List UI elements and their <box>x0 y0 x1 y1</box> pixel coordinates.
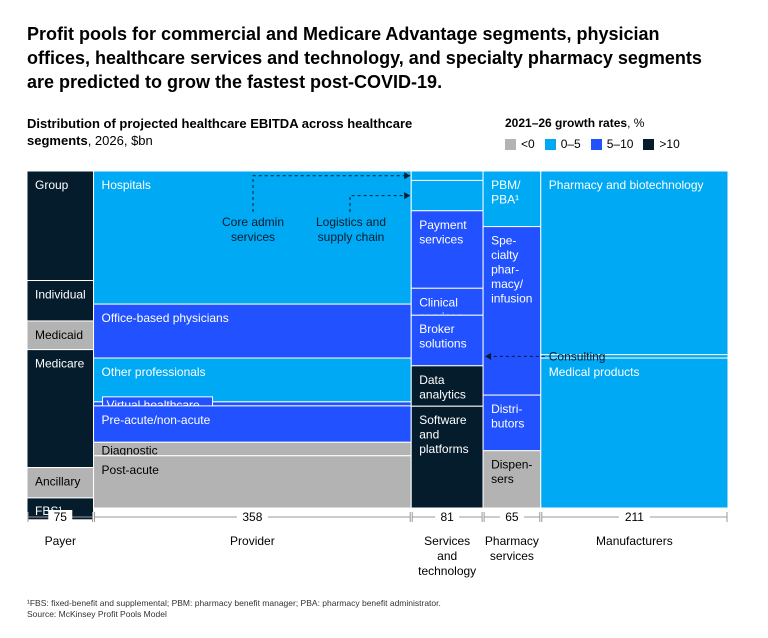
column-total: 81 <box>440 510 454 524</box>
column-total: 358 <box>242 510 262 524</box>
segment-core-admin-services <box>410 170 484 181</box>
column-name: Services and technology <box>418 534 476 578</box>
total-label-bg <box>618 510 650 524</box>
total-label-bg <box>236 510 268 524</box>
footnote-definitions: ¹FBS: fixed-benefit and supplemental; PB… <box>27 598 441 608</box>
chart-subtitle-bold: Distribution of projected healthcare EBI… <box>27 116 413 148</box>
legend-item-neg: <0 <box>505 137 535 151</box>
legend-swatch <box>544 138 556 150</box>
callout-line-logistics <box>349 195 411 212</box>
legend-label: 0–5 <box>560 137 581 151</box>
column-name: Pharmacy services <box>485 534 539 563</box>
segment-pbm-pba <box>482 170 542 228</box>
segment-label: Broker solutions <box>419 322 466 351</box>
segment-label: Pre-acute/non-acute <box>102 413 211 427</box>
segment-label: Distri-butors <box>491 402 524 431</box>
total-label-bg <box>499 510 524 524</box>
legend-swatch <box>505 138 516 150</box>
segment-ancillary <box>26 467 95 499</box>
segment-hospitals <box>93 170 412 305</box>
callout-consulting: Consulting <box>549 349 606 363</box>
legend-item-5-10: 5–10 <box>590 137 634 151</box>
segment-label: Payment services <box>419 218 467 247</box>
segment-distributors <box>482 394 542 452</box>
legend-swatch <box>590 138 602 150</box>
chart-subtitle-rest: , 2026, $bn <box>87 133 153 148</box>
legend-title-bold: 2021–26 growth rates <box>505 116 628 130</box>
segment-software-and-platforms <box>410 405 484 509</box>
column-name: Provider <box>230 534 275 548</box>
segment-label: Office-based physicians <box>102 311 229 325</box>
segment-label: Software and platforms <box>419 413 468 456</box>
legend-label: <0 <box>521 137 535 151</box>
legend-item-gt10: >10 <box>643 137 680 151</box>
segment-logistics-and-supply-chain <box>410 179 484 212</box>
segment-label: Spe-cialty phar-macy/infusion <box>491 234 532 306</box>
segment-pharmacy-and-biotechnology <box>540 170 729 356</box>
callout-arrow-consulting <box>485 352 492 360</box>
segment-pre-acute-non-acute <box>93 405 412 443</box>
legend-item-0-5: 0–5 <box>544 137 581 151</box>
footnote-source: Source: McKinsey Profit Pools Model <box>27 609 167 619</box>
segment-label: Data analytics <box>419 373 466 402</box>
legend-swatch <box>643 138 655 150</box>
footnote: ¹FBS: fixed-benefit and supplemental; PB… <box>27 598 441 620</box>
segment-label: Ancillary <box>35 475 80 489</box>
headline: Profit pools for commercial and Medicare… <box>27 24 702 92</box>
legend-label: 5–10 <box>606 137 634 151</box>
segment-label: Medicare <box>35 357 85 371</box>
legend: <0 0–5 5–10 >10 <box>505 137 680 151</box>
segment-medical-products <box>540 357 729 509</box>
segment-label: Medicaid <box>35 328 83 342</box>
segment-individual <box>26 280 95 322</box>
segment-label: PBM/PBA¹ <box>491 178 521 207</box>
segment-label: Individual <box>35 288 86 302</box>
segment-label: Pharmacy and biotechnology <box>549 178 704 192</box>
segment-label: Medical products <box>549 365 640 379</box>
column-total: 75 <box>54 510 68 524</box>
segment-group <box>26 170 95 282</box>
segment-payment-services <box>410 210 484 289</box>
segment-broker-solutions <box>410 314 484 367</box>
column-name: Manufacturers <box>596 534 673 548</box>
segment-other-professionals <box>93 357 412 403</box>
total-label-bg <box>48 510 73 524</box>
segment-label: Group <box>35 178 69 192</box>
segment-label: Other professionals <box>102 365 206 379</box>
segment-label: Post-acute <box>102 463 160 477</box>
segment-label: Dispen-sers <box>491 458 532 487</box>
legend-title: 2021–26 growth rates, % <box>505 116 644 130</box>
callout-arrow-logistics <box>404 192 411 200</box>
column-total: 211 <box>625 510 644 524</box>
segment-dispensers <box>482 450 542 509</box>
segment-post-acute <box>93 455 412 509</box>
total-label-bg <box>435 510 460 524</box>
callout-arrow-core-admin <box>404 172 411 180</box>
callout-core-admin: Core admin services <box>222 215 284 244</box>
legend-title-rest: , % <box>627 116 645 130</box>
segment-clinical-services <box>410 287 484 316</box>
column-name: Payer <box>45 534 76 548</box>
callout-line-core-admin <box>252 175 411 212</box>
legend-label: >10 <box>659 137 680 151</box>
chart-subtitle: Distribution of projected healthcare EBI… <box>27 115 427 149</box>
column-total: 65 <box>505 510 519 524</box>
segment-label: Hospitals <box>102 178 151 192</box>
callout-logistics: Logistics and supply chain <box>316 215 386 244</box>
segment-label: Diagnostic <box>102 443 158 457</box>
